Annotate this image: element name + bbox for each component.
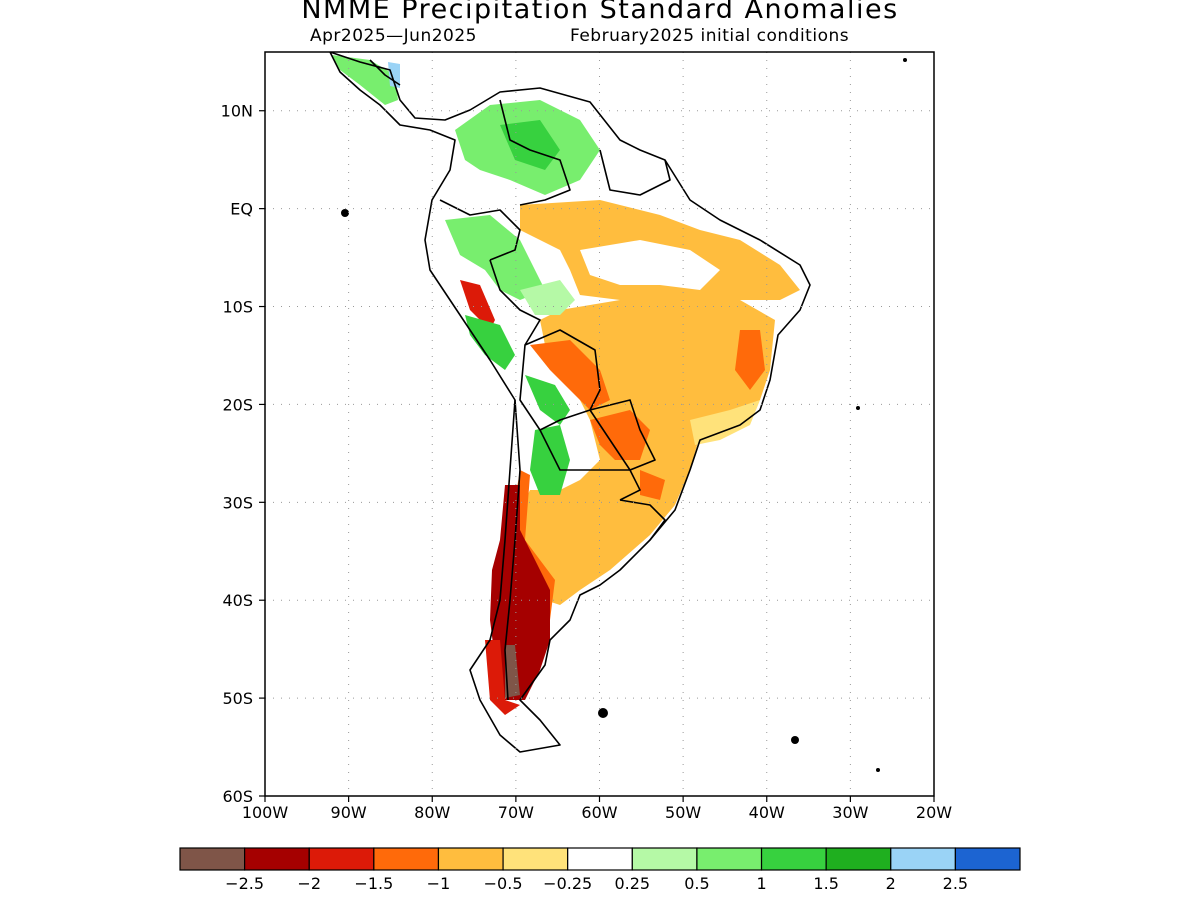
lon-tick-label: 60W xyxy=(581,803,617,822)
lon-tick-label: 90W xyxy=(331,803,367,822)
lat-axis: 10N EQ 10S 20S 30S 40S 50S 60S xyxy=(221,102,265,806)
island-sandwich xyxy=(876,768,880,772)
shade-red-peru xyxy=(460,280,495,330)
coastline xyxy=(329,52,811,753)
lat-tick-label: 40S xyxy=(222,591,253,610)
shade-orange-uruguay xyxy=(640,470,665,500)
islands xyxy=(341,58,907,772)
border-central-america xyxy=(369,59,401,86)
colorbar-label: −1.5 xyxy=(354,874,393,893)
colorbar-label: −0.25 xyxy=(543,874,592,893)
colorbar-label: 0.5 xyxy=(684,874,709,893)
colorbar-swatch xyxy=(696,847,763,871)
shade-blue-central-america xyxy=(388,62,400,88)
colorbar-swatch xyxy=(890,847,956,871)
island-galapagos xyxy=(341,209,349,217)
shade-orange-paraguay xyxy=(590,410,650,460)
anomaly-shading xyxy=(332,55,800,715)
island-fernando xyxy=(856,406,860,410)
lon-tick-label: 50W xyxy=(665,803,701,822)
map-title: NMME Precipitation Standard Anomalies xyxy=(301,0,899,25)
shade-green-darker-colombia xyxy=(500,120,560,170)
colorbar-swatch xyxy=(373,847,440,871)
colorbar-label: 2.5 xyxy=(943,874,968,893)
map-borders xyxy=(329,52,811,753)
lat-tick-label: 20S xyxy=(222,395,253,414)
shade-orange-bahia xyxy=(735,330,765,390)
lon-tick-label: 20W xyxy=(916,803,952,822)
lon-tick-label: 70W xyxy=(498,803,534,822)
shade-red-patagonia xyxy=(485,640,520,715)
border-colombia-peru xyxy=(439,199,521,261)
shade-green-peru-coast xyxy=(465,315,515,370)
shade-orange-bolivia xyxy=(530,340,610,410)
forecast-period: Apr2025—Jun2025 xyxy=(310,26,477,46)
colorbar: −2.5 −2 −1.5 −1 −0.5 −0.25 0.25 0.5 1 1.5 2 2.5 xyxy=(179,847,1021,893)
colorbar-swatch xyxy=(954,847,1021,871)
colorbar-label: 1.5 xyxy=(813,874,838,893)
lon-tick-label: 100W xyxy=(242,803,289,822)
initial-conditions: February2025 initial conditions xyxy=(570,26,850,46)
border-paraguay xyxy=(589,399,656,471)
colorbar-label: −2.5 xyxy=(225,874,264,893)
island-falklands xyxy=(598,708,608,718)
colorbar-swatch xyxy=(179,847,246,871)
lat-tick-label: 10N xyxy=(221,102,253,121)
lon-axis: 100W 90W 80W 70W 60W 50W 40W 30W 20W xyxy=(242,796,952,822)
border-colombia-venezuela xyxy=(499,99,571,206)
colorbar-label: −1 xyxy=(427,874,451,893)
colorbar-label: −2 xyxy=(297,874,321,893)
map-area xyxy=(265,52,934,796)
lon-tick-label: 30W xyxy=(832,803,868,822)
border-argentina-chile xyxy=(504,399,521,701)
border-peru-brazil xyxy=(489,259,541,346)
lat-tick-label: EQ xyxy=(230,200,253,219)
lat-tick-label: 60S xyxy=(222,787,253,806)
lon-tick-label: 40W xyxy=(749,803,785,822)
colorbar-label: 0.25 xyxy=(614,874,650,893)
colorbar-swatch xyxy=(502,847,569,871)
colorbar-swatch xyxy=(244,847,310,871)
shade-green-bolivia-andes xyxy=(525,375,570,425)
colorbar-swatch xyxy=(308,847,375,871)
shade-white-amazon xyxy=(580,240,720,290)
colorbar-swatch xyxy=(437,847,504,871)
lat-tick-label: 30S xyxy=(222,493,253,512)
colorbar-swatch xyxy=(825,847,892,871)
colorbar-swatch xyxy=(631,847,698,871)
colorbar-swatch xyxy=(567,847,633,871)
colorbar-label: 1 xyxy=(756,874,766,893)
island-caribbean xyxy=(903,58,907,62)
lon-tick-label: 80W xyxy=(414,803,450,822)
border-guianas xyxy=(599,149,671,196)
shade-yellow-coast xyxy=(690,400,760,445)
lat-tick-label: 10S xyxy=(222,298,253,317)
colorbar-label: −0.5 xyxy=(484,874,523,893)
border-argentina-north xyxy=(539,429,641,501)
shade-green-argentina-north xyxy=(530,425,570,495)
colorbar-swatch xyxy=(760,847,827,871)
colorbar-label: 2 xyxy=(886,874,896,893)
lat-tick-label: 50S xyxy=(222,689,253,708)
island-south-georgia xyxy=(791,736,799,744)
border-brazil-uruguay xyxy=(619,499,666,541)
